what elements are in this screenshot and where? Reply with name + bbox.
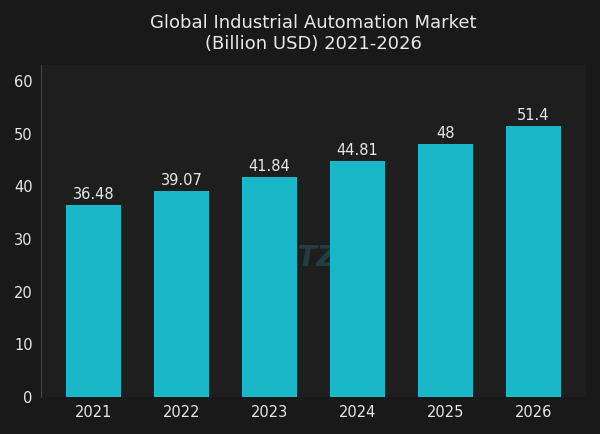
Text: 36.48: 36.48	[73, 187, 115, 202]
Text: 41.84: 41.84	[249, 158, 290, 174]
Text: 44.81: 44.81	[337, 143, 379, 158]
Bar	[242, 177, 297, 397]
Bar	[330, 161, 385, 397]
Title: Global Industrial Automation Market
(Billion USD) 2021-2026: Global Industrial Automation Market (Bil…	[150, 14, 477, 53]
Text: 39.07: 39.07	[161, 173, 203, 188]
Text: 51.4: 51.4	[517, 108, 550, 123]
Text: 48: 48	[436, 126, 455, 141]
Text: STATZON: STATZON	[243, 243, 384, 272]
Bar	[67, 205, 121, 397]
Bar	[418, 144, 473, 397]
Bar	[506, 126, 560, 397]
Bar	[154, 191, 209, 397]
